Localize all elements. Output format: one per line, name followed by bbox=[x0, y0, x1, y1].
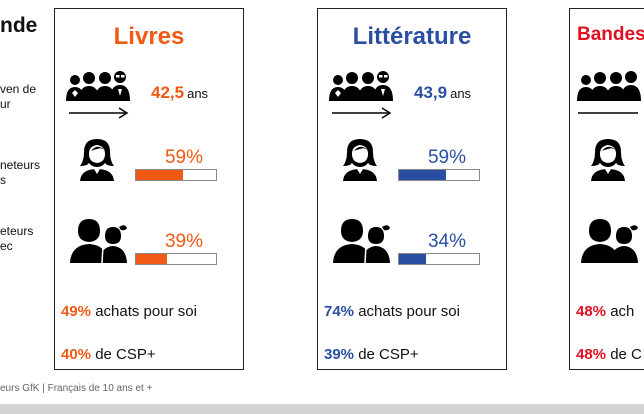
average-age: 42,5 ans bbox=[151, 83, 208, 103]
woman-icon bbox=[80, 139, 114, 181]
right-arrow-icon bbox=[332, 107, 392, 119]
card-livres: Livres 42,5 ans 59% bbox=[54, 8, 244, 370]
csp-stat: 40% de CSP+ bbox=[61, 346, 156, 363]
women-share-bar bbox=[398, 169, 480, 181]
woman-icon bbox=[591, 139, 625, 181]
self-purchase-stat: 48% ach bbox=[576, 303, 634, 320]
csp-pct: 40% bbox=[61, 346, 92, 363]
right-arrow-icon bbox=[578, 112, 638, 114]
parent-child-icon bbox=[333, 219, 390, 263]
right-arrow-icon bbox=[69, 107, 129, 119]
csp-pct: 39% bbox=[324, 346, 355, 363]
women-share-bar-fill bbox=[136, 170, 184, 180]
people-group-icon bbox=[577, 71, 641, 101]
children-share-bar bbox=[398, 253, 480, 265]
women-share-bar-fill bbox=[399, 170, 447, 180]
children-share-bar-fill bbox=[399, 254, 427, 264]
self-purchase-text: ach bbox=[606, 303, 635, 320]
average-age: 43,9 ans bbox=[414, 83, 471, 103]
women-pct: 59% bbox=[427, 147, 467, 168]
parent-child-icon bbox=[70, 219, 127, 263]
source-footer: eurs GfK | Français de 10 ans et + bbox=[0, 383, 153, 394]
csp-text: de CSP+ bbox=[91, 346, 156, 363]
age-value: 42,5 bbox=[151, 83, 185, 102]
children-share-bar bbox=[135, 253, 217, 265]
self-purchase-stat: 74% achats pour soi bbox=[324, 303, 460, 320]
children-pct: 34% bbox=[427, 231, 467, 252]
bottom-bar bbox=[0, 404, 644, 414]
self-purchase-stat: 49% achats pour soi bbox=[61, 303, 197, 320]
self-purchase-pct: 74% bbox=[324, 303, 355, 320]
csp-stat: 48% de C bbox=[576, 346, 642, 363]
age-unit: ans bbox=[450, 86, 472, 101]
card-bandes: Bandes 48% ach 48% de C bbox=[569, 8, 644, 370]
buyers-with-children-label: eteurs ec bbox=[0, 224, 34, 253]
people-group-icon bbox=[329, 71, 393, 101]
self-purchase-text: achats pour soi bbox=[354, 303, 460, 320]
avg-age-label: ven de ur bbox=[0, 82, 37, 111]
left-panel-title: nde bbox=[0, 14, 38, 37]
women-buyers-label: neteurs s bbox=[0, 158, 41, 187]
csp-pct: 48% bbox=[576, 346, 607, 363]
card-title: Bandes bbox=[577, 24, 644, 45]
self-purchase-pct: 48% bbox=[576, 303, 607, 320]
age-value: 43,9 bbox=[414, 83, 448, 102]
card-litterature: Littérature 43,9 ans 59% bbox=[317, 8, 507, 370]
people-group-icon bbox=[66, 71, 130, 101]
csp-text: de C bbox=[606, 346, 642, 363]
children-share-bar-fill bbox=[136, 254, 168, 264]
parent-child-icon bbox=[581, 219, 638, 263]
woman-icon bbox=[343, 139, 377, 181]
self-purchase-pct: 49% bbox=[61, 303, 92, 320]
card-title: Littérature bbox=[352, 23, 472, 50]
csp-stat: 39% de CSP+ bbox=[324, 346, 419, 363]
card-title: Livres bbox=[113, 23, 185, 50]
self-purchase-text: achats pour soi bbox=[91, 303, 197, 320]
women-share-bar bbox=[135, 169, 217, 181]
women-pct: 59% bbox=[164, 147, 204, 168]
csp-text: de CSP+ bbox=[354, 346, 419, 363]
age-unit: ans bbox=[187, 86, 209, 101]
children-pct: 39% bbox=[164, 231, 204, 252]
